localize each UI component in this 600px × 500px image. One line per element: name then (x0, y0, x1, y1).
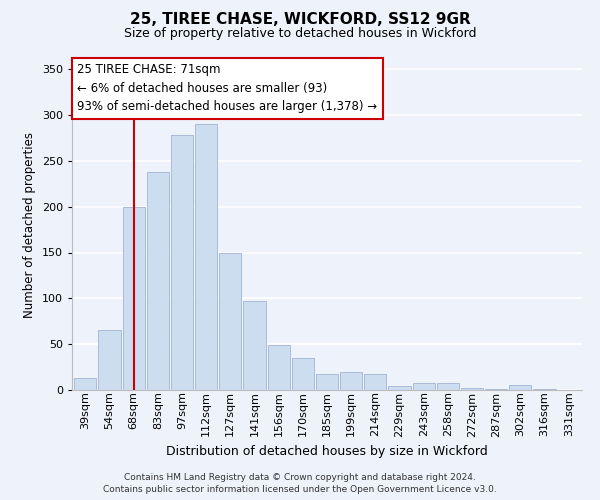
Bar (74, 378, 97, 390)
Bar (437, 382, 459, 390)
Bar (413, 382, 435, 390)
Bar (122, 206, 145, 390)
Bar (461, 388, 483, 390)
Y-axis label: Number of detached properties: Number of detached properties (23, 132, 36, 318)
Text: 25 TIREE CHASE: 71sqm
← 6% of detached houses are smaller (93)
93% of semi-detac: 25 TIREE CHASE: 71sqm ← 6% of detached h… (77, 64, 377, 114)
X-axis label: Distribution of detached houses by size in Wickford: Distribution of detached houses by size … (166, 445, 488, 458)
Bar (364, 374, 386, 390)
Bar (316, 374, 338, 390)
Bar (509, 386, 532, 390)
Bar (244, 301, 266, 390)
Bar (219, 252, 241, 390)
Bar (340, 372, 362, 390)
Bar (268, 345, 290, 390)
Bar (171, 135, 193, 390)
Bar (98, 330, 121, 390)
Bar (292, 358, 314, 390)
Bar (388, 386, 410, 390)
Bar (146, 172, 169, 390)
Bar (485, 389, 508, 390)
Bar (195, 124, 217, 390)
Bar (533, 389, 556, 390)
Text: Contains HM Land Registry data © Crown copyright and database right 2024.
Contai: Contains HM Land Registry data © Crown c… (103, 472, 497, 494)
Text: Size of property relative to detached houses in Wickford: Size of property relative to detached ho… (124, 28, 476, 40)
Text: 25, TIREE CHASE, WICKFORD, SS12 9GR: 25, TIREE CHASE, WICKFORD, SS12 9GR (130, 12, 470, 28)
